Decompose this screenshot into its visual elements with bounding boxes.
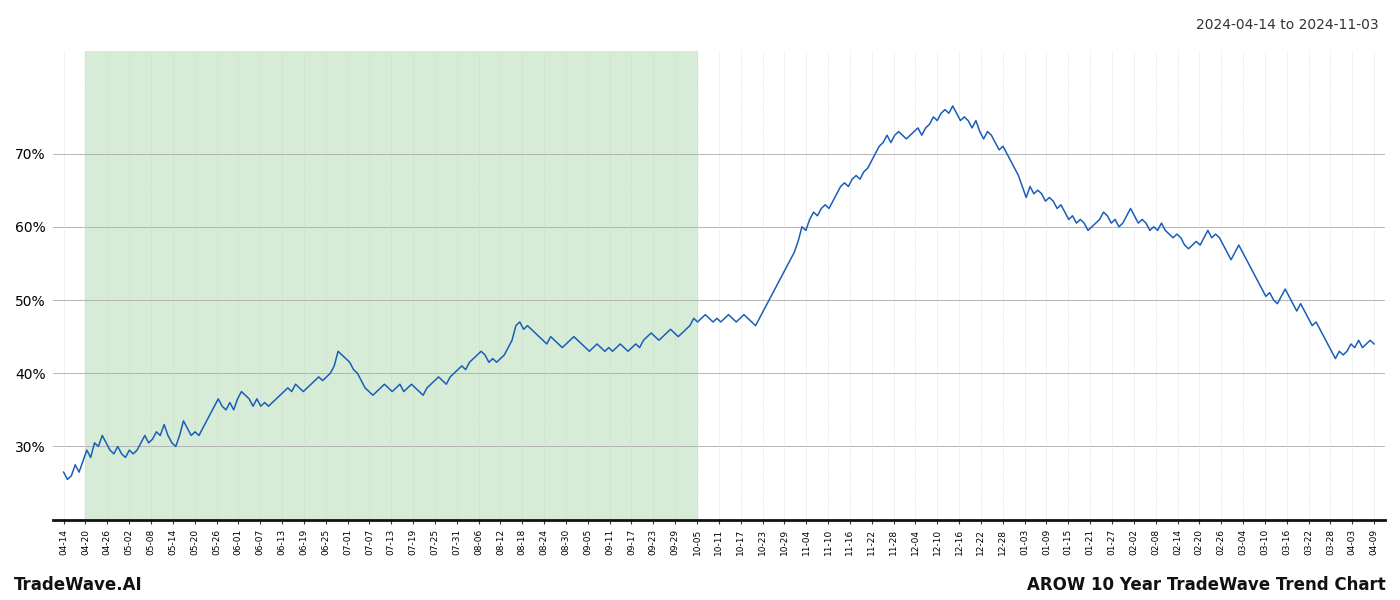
Text: TradeWave.AI: TradeWave.AI xyxy=(14,576,143,594)
Text: 2024-04-14 to 2024-11-03: 2024-04-14 to 2024-11-03 xyxy=(1197,18,1379,32)
Bar xyxy=(85,51,697,520)
Text: AROW 10 Year TradeWave Trend Chart: AROW 10 Year TradeWave Trend Chart xyxy=(1028,576,1386,594)
